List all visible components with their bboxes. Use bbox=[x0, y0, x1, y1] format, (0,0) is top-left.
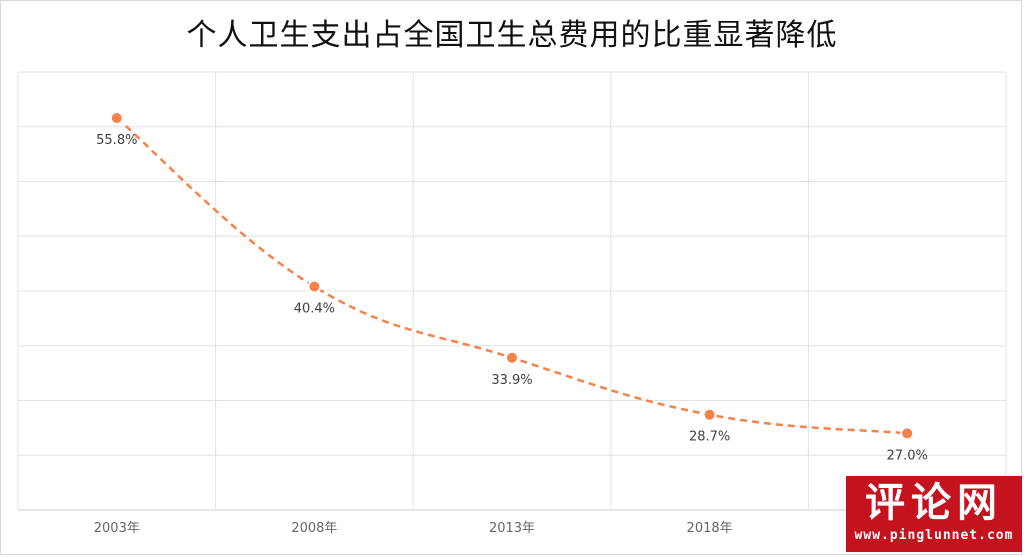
data-point bbox=[307, 279, 322, 294]
x-tick-label: 2013年 bbox=[489, 521, 535, 536]
data-point bbox=[900, 426, 915, 441]
data-point bbox=[505, 350, 519, 365]
watermark-sub-text: www.pinglunnet.com bbox=[854, 528, 1014, 543]
watermark-main-text: 评论网 bbox=[865, 479, 1003, 526]
data-label: 55.8% bbox=[96, 133, 137, 148]
data-label: 28.7% bbox=[689, 430, 730, 445]
data-labels: 55.8% 40.4% 33.9% 28.7% 27.0% bbox=[96, 133, 928, 463]
x-tick-label: 2003年 bbox=[94, 521, 140, 536]
data-label: 33.9% bbox=[491, 373, 532, 388]
data-point bbox=[702, 407, 717, 422]
gridlines bbox=[17, 71, 1007, 511]
data-label: 27.0% bbox=[887, 448, 928, 463]
chart-title: 个人卫生支出占全国卫生总费用的比重显著降低 bbox=[186, 18, 838, 53]
x-tick-label: 2008年 bbox=[291, 521, 337, 536]
x-axis-ticks: 2003年 2008年 2013年 2018年 bbox=[94, 521, 733, 536]
data-point bbox=[109, 110, 124, 125]
watermark-logo: 评论网 www.pinglunnet.com bbox=[846, 476, 1022, 552]
series-markers bbox=[109, 110, 915, 441]
x-tick-label: 2018年 bbox=[687, 521, 733, 536]
data-label: 40.4% bbox=[294, 302, 335, 317]
